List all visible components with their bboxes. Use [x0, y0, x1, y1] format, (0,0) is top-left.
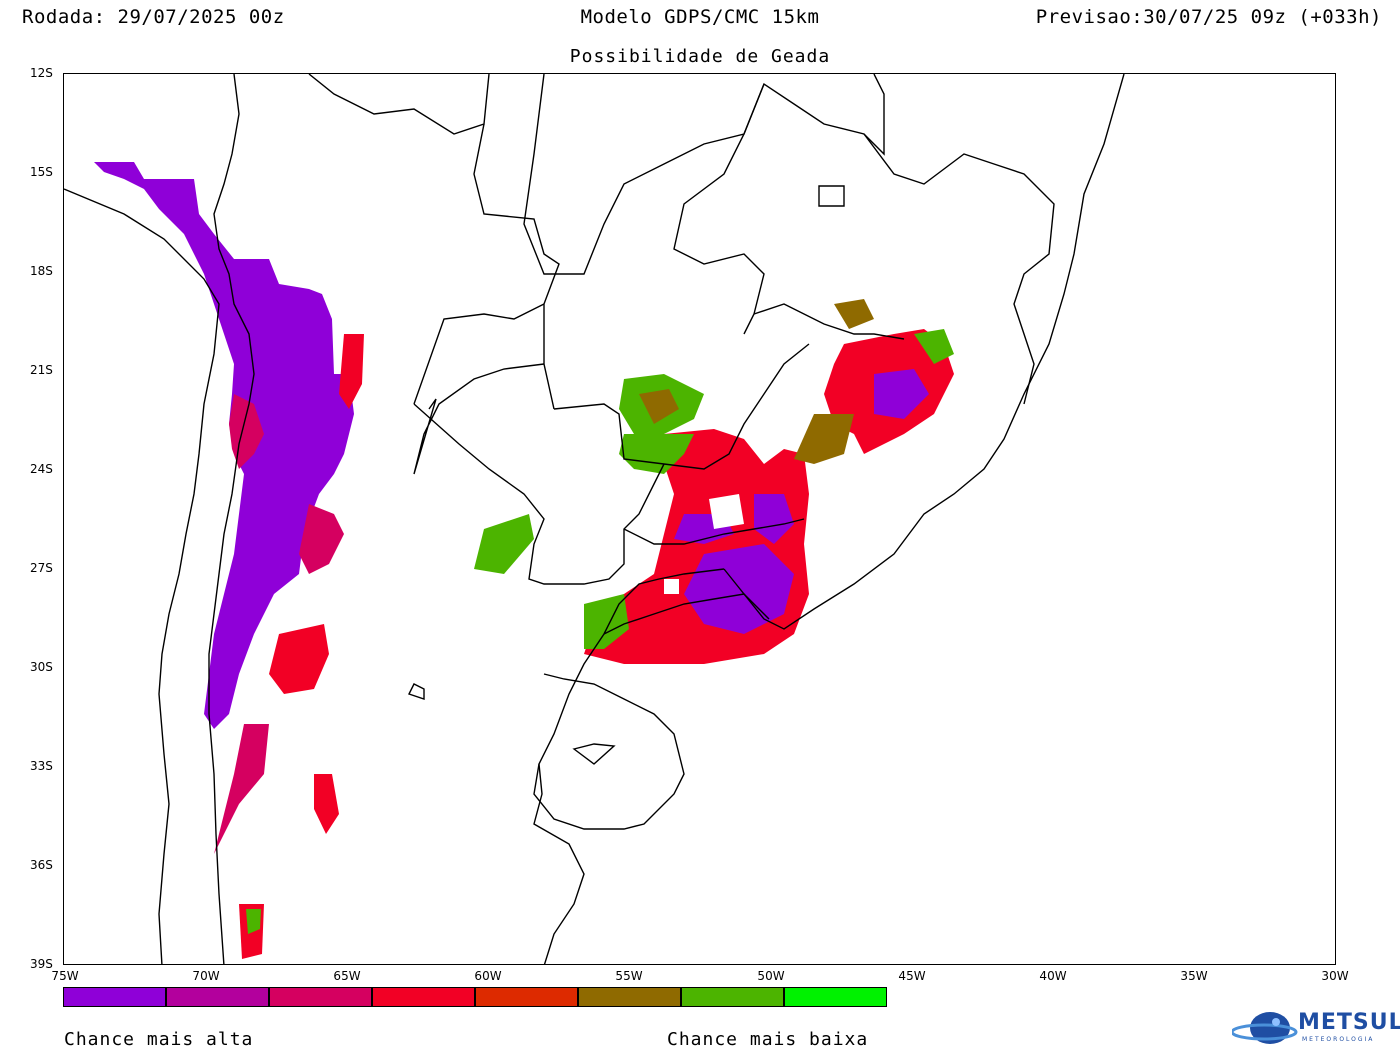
- logo-sub: METEOROLOGIA: [1302, 1036, 1375, 1043]
- lon-label-70w: 70W: [192, 969, 220, 983]
- lat-label-18s: 18S: [30, 264, 53, 278]
- lon-label-30w: 30W: [1321, 969, 1349, 983]
- model-label: Modelo GDPS/CMC 15km: [580, 6, 820, 28]
- legend-high-label: Chance mais alta: [64, 1029, 254, 1050]
- legend-low-label: Chance mais baixa: [667, 1029, 869, 1050]
- lon-label-75w: 75W: [51, 969, 79, 983]
- legend-swatch-8: [784, 987, 887, 1007]
- legend-swatch-3: [269, 987, 372, 1007]
- lat-label-33s: 33S: [30, 759, 53, 773]
- lat-label-15s: 15S: [30, 165, 53, 179]
- lon-label-35w: 35W: [1180, 969, 1208, 983]
- legend-swatch-1: [63, 987, 166, 1007]
- lon-label-45w: 45W: [898, 969, 926, 983]
- map-frame: [63, 73, 1336, 965]
- globe-icon: [1232, 1012, 1298, 1044]
- legend-swatch-6: [578, 987, 681, 1007]
- frost-field-andes: [94, 162, 364, 959]
- map-canvas: [64, 74, 1125, 964]
- lon-label-65w: 65W: [333, 969, 361, 983]
- frost-field-brazil-southeast: [794, 299, 954, 464]
- lon-label-55w: 55W: [615, 969, 643, 983]
- lon-label-50w: 50W: [757, 969, 785, 983]
- lat-label-27s: 27S: [30, 561, 53, 575]
- lon-label-60w: 60W: [474, 969, 502, 983]
- lat-label-36s: 36S: [30, 858, 53, 872]
- run-label: Rodada: 29/07/2025 00z: [22, 6, 285, 28]
- logo-name: METSUL: [1298, 1010, 1400, 1035]
- lon-label-40w: 40W: [1039, 969, 1067, 983]
- frost-field-brazil-south: [474, 374, 809, 664]
- map-borders: [64, 74, 1125, 964]
- lat-label-12s: 12S: [30, 66, 53, 80]
- map-subtitle: Possibilidade de Geada: [569, 46, 831, 67]
- legend-colorbar: [63, 987, 887, 1007]
- lat-label-24s: 24S: [30, 462, 53, 476]
- lat-label-30s: 30S: [30, 660, 53, 674]
- lat-label-21s: 21S: [30, 363, 53, 377]
- legend-swatch-4: [372, 987, 475, 1007]
- lat-label-39s: 39S: [30, 957, 53, 971]
- legend-swatch-2: [166, 987, 269, 1007]
- forecast-label: Previsao:30/07/25 09z (+033h): [1035, 6, 1382, 28]
- legend-swatch-7: [681, 987, 784, 1007]
- legend-swatch-5: [475, 987, 578, 1007]
- metsul-logo: METSUL METEOROLOGIA: [1232, 1006, 1400, 1052]
